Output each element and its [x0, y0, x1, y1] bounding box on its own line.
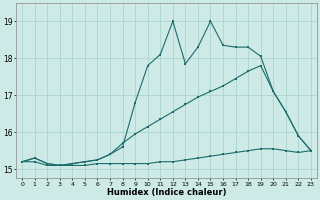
X-axis label: Humidex (Indice chaleur): Humidex (Indice chaleur) [107, 188, 226, 197]
